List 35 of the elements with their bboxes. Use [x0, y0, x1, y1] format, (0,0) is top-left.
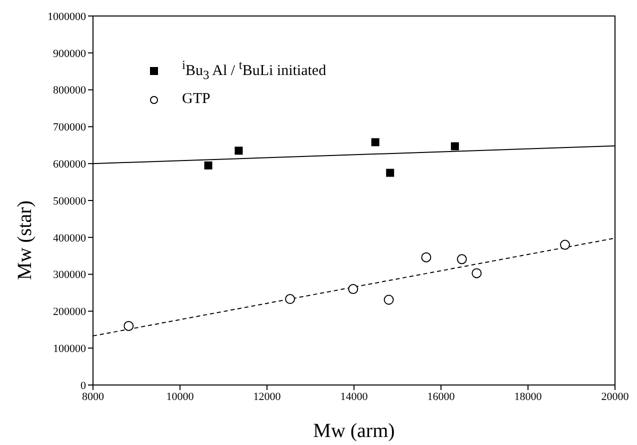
- legend-label: $^{i}$Bu$_{3}$ Al / $^{t}$BuLi initiated: [182, 58, 326, 83]
- y-tick-label: 900000: [53, 48, 86, 60]
- y-axis-title: Mw (star): [14, 200, 36, 280]
- point: [560, 240, 570, 250]
- x-tick-label: 12000: [253, 390, 282, 403]
- point: [204, 161, 212, 170]
- x-tick-label: 14000: [340, 390, 368, 403]
- point: [421, 252, 432, 262]
- y-tick-label: 300000: [53, 269, 86, 282]
- y-tick-label: 400000: [53, 232, 86, 244]
- x-tick-label: 18000: [514, 390, 542, 403]
- y-tick-label: 800000: [53, 84, 86, 97]
- point: [386, 168, 394, 177]
- point: [384, 294, 394, 305]
- point: [124, 320, 134, 331]
- point: [456, 254, 467, 264]
- y-tick-label: 0: [80, 380, 86, 392]
- x-axis-title: Mw (arm): [313, 420, 395, 442]
- x-tick-label: 16000: [427, 390, 456, 403]
- x-tick-label: 10000: [166, 390, 194, 403]
- y-tick-label: 500000: [53, 195, 86, 208]
- legend-label: GTP: [182, 91, 210, 108]
- point: [371, 138, 380, 146]
- point: [472, 268, 482, 278]
- point: [348, 284, 358, 294]
- point: [450, 142, 459, 150]
- point: [285, 294, 296, 304]
- point: [234, 146, 243, 155]
- x-tick-label: 8000: [82, 390, 104, 403]
- y-tick-label: 200000: [53, 306, 86, 318]
- y-tick-label: 1000000: [48, 10, 86, 23]
- x-tick-label: 20000: [601, 390, 630, 403]
- y-tick-label: 700000: [53, 122, 86, 134]
- y-tick-label: 100000: [53, 343, 86, 356]
- y-tick-label: 600000: [53, 158, 86, 171]
